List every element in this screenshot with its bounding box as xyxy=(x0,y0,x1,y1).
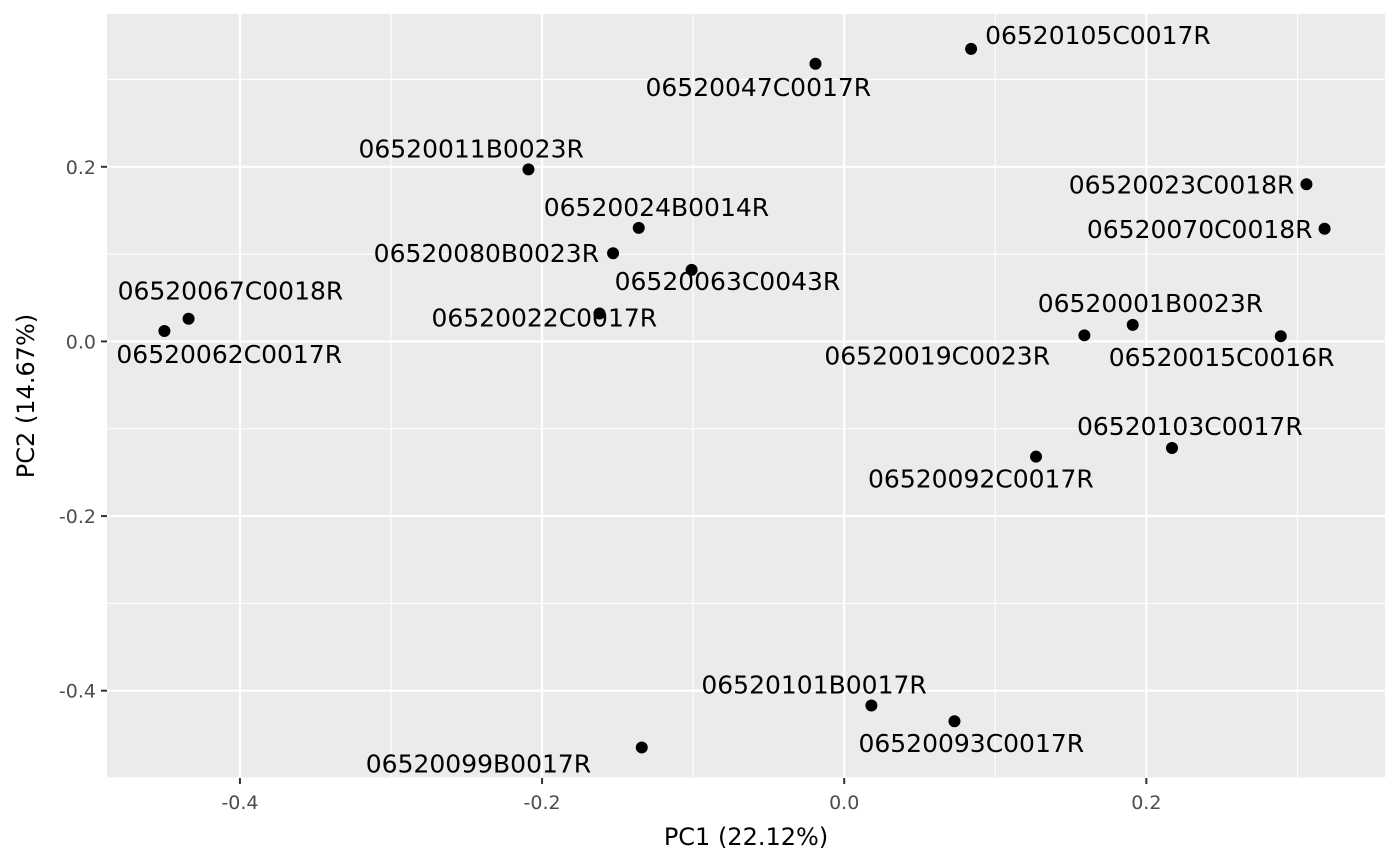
data-point xyxy=(1078,329,1091,342)
data-point xyxy=(948,715,961,728)
data-point xyxy=(593,307,606,320)
y-axis: -0.4 -0.2 0.0 0.2 xyxy=(59,157,107,703)
point-label: 06520092C0017R xyxy=(868,465,1094,494)
y-axis-title: PC2 (14.67%) xyxy=(12,314,40,478)
point-label: 06520093C0017R xyxy=(858,729,1084,758)
data-point xyxy=(685,263,698,276)
x-tick-label: 0.0 xyxy=(829,792,859,814)
x-tick-label: 0.2 xyxy=(1131,792,1161,814)
y-tick-label: 0.2 xyxy=(66,157,96,179)
data-point xyxy=(1300,178,1313,191)
point-label: 06520080B0023R xyxy=(374,239,599,268)
point-label: 06520015C0016R xyxy=(1109,343,1335,372)
data-point xyxy=(1274,330,1287,343)
data-point xyxy=(607,247,620,260)
data-point xyxy=(1030,450,1043,463)
x-tick-label: -0.4 xyxy=(221,792,258,814)
data-point xyxy=(182,312,195,325)
point-label: 06520047C0017R xyxy=(645,73,871,102)
major-grid xyxy=(107,14,1385,778)
point-label: 06520023C0018R xyxy=(1069,170,1295,199)
data-point xyxy=(158,324,171,337)
data-point xyxy=(522,163,535,176)
point-label: 06520062C0017R xyxy=(116,340,342,369)
point-label: 06520101B0017R xyxy=(701,671,926,700)
data-point xyxy=(632,221,645,234)
point-label: 06520103C0017R xyxy=(1077,412,1303,441)
point-label: 06520067C0018R xyxy=(118,277,344,306)
data-point xyxy=(809,57,822,70)
x-tick-label: -0.2 xyxy=(524,792,561,814)
data-point xyxy=(1166,441,1178,454)
data-points xyxy=(158,42,1331,754)
x-axis-title: PC1 (22.12%) xyxy=(664,823,828,851)
point-label: 06520001B0023R xyxy=(1038,289,1263,318)
y-tick-label: -0.4 xyxy=(59,681,96,703)
point-label: 06520070C0018R xyxy=(1087,215,1313,244)
data-point xyxy=(965,42,978,55)
minor-grid xyxy=(107,14,1385,779)
point-label: 06520019C0023R xyxy=(824,341,1050,370)
panel-background xyxy=(107,14,1385,778)
point-label: 06520011B0023R xyxy=(358,134,583,163)
point-labels: 06520105C0017R 06520047C0017R 06520011B002… xyxy=(116,21,1334,779)
point-label: 06520105C0017R xyxy=(985,21,1211,50)
data-point xyxy=(865,699,878,712)
data-point xyxy=(1318,222,1331,235)
y-tick-label: -0.2 xyxy=(59,506,96,528)
point-label: 06520024B0014R xyxy=(544,193,769,222)
point-label: 06520063C0043R xyxy=(615,267,841,296)
x-axis: -0.4 -0.2 0.0 0.2 xyxy=(221,778,1161,814)
point-label: 06520022C0017R xyxy=(431,303,657,332)
y-tick-label: 0.0 xyxy=(66,331,96,353)
data-point xyxy=(1126,318,1139,331)
data-point xyxy=(635,741,648,754)
point-label: 06520099B0017R xyxy=(366,749,591,778)
